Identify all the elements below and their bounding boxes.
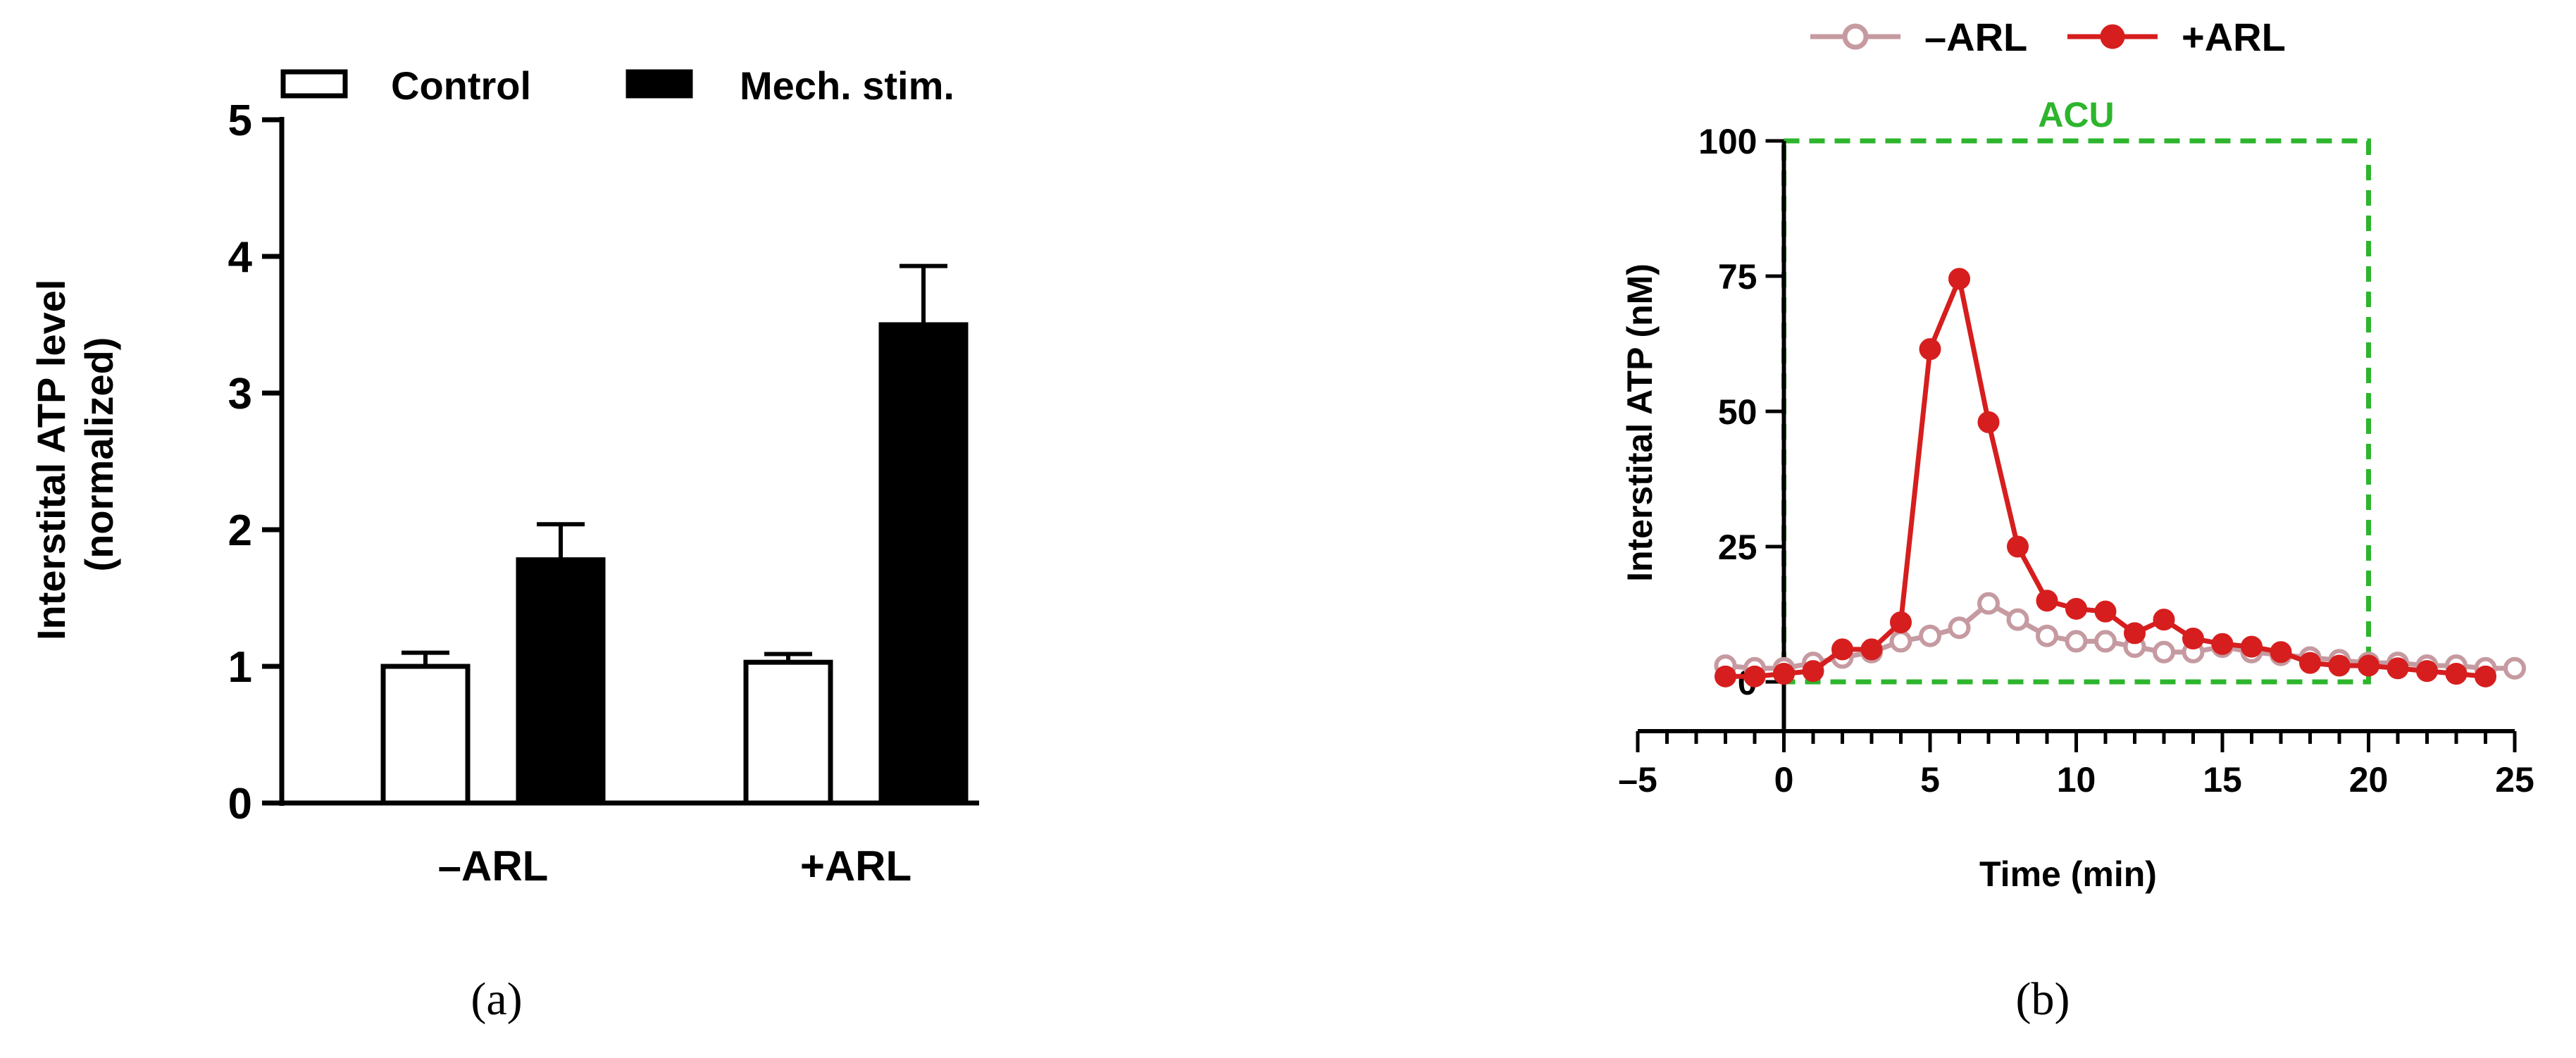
bar-chart-legend: Control Mech. stim. (280, 63, 954, 108)
data-point-plus-arl (2124, 622, 2146, 645)
bar-chart-panel: Control Mech. stim. 0 1 2 3 4 5 –ARL +ARL Inter… (29, 63, 979, 1025)
bar-mech-stim (516, 557, 606, 806)
panel-label-b: (b) (2016, 973, 2070, 1025)
data-point-minus-arl (2094, 630, 2117, 653)
bar-control (380, 664, 471, 806)
data-point-plus-arl (2153, 609, 2175, 631)
data-point-plus-arl (2211, 633, 2234, 655)
line-chart-y-tick-label: 50 (1718, 392, 1757, 432)
data-point-plus-arl (1831, 638, 1853, 661)
line-chart-x-tick-label: 5 (1920, 760, 1940, 799)
data-point-plus-arl (2007, 535, 2029, 558)
data-point-plus-arl (2036, 590, 2058, 612)
bar-chart-y-axis-title: Interstital ATP level (normalized) (29, 268, 121, 640)
line-chart-y-tick-label: 100 (1698, 122, 1757, 161)
data-point-minus-arl (2006, 608, 2029, 631)
data-point-plus-arl (2299, 652, 2321, 674)
legend-swatch-mech-stim (626, 69, 693, 99)
bar-chart-axes: 0 1 2 3 4 5 –ARL +ARL (228, 97, 979, 890)
line-chart-x-tick-label: 20 (2349, 760, 2389, 799)
bar-chart-y-tick-label: 5 (228, 97, 252, 145)
data-point-minus-arl (2503, 656, 2526, 680)
data-point-minus-arl (1919, 624, 1941, 647)
bar-chart-y-axis-title-line-1: Interstital ATP level (29, 280, 73, 640)
panel-label-a: (a) (471, 973, 522, 1025)
line-chart-series (1714, 268, 2526, 687)
legend-marker-minus-arl (1842, 23, 1869, 50)
line-chart-panel: –ARL +ARL ACU –505101520250255075100 Tim… (1618, 15, 2534, 1025)
data-point-minus-arl (2153, 640, 2175, 664)
line-chart-x-tick-label: 25 (2495, 760, 2534, 799)
data-point-plus-arl (2182, 628, 2204, 650)
line-chart-y-axis-title: Interstital ATP (nM) (1620, 263, 1660, 582)
data-point-plus-arl (1948, 268, 1970, 290)
bar-chart-y-tick-label: 4 (228, 233, 253, 282)
data-point-plus-arl (1743, 665, 1766, 687)
legend-swatch-control (280, 69, 348, 99)
bar-chart-y-tick-label: 2 (228, 506, 252, 555)
bar-chart-y-tick-label: 0 (228, 780, 252, 828)
data-point-plus-arl (2065, 597, 2087, 620)
bar-chart-category-label: –ARL (438, 842, 549, 890)
legend-label-minus-arl: –ARL (1924, 15, 2027, 59)
data-point-plus-arl (2328, 654, 2351, 677)
bar-chart-bars (380, 263, 969, 806)
bar-chart-y-tick-label: 3 (228, 370, 252, 418)
data-point-plus-arl (1802, 660, 1824, 683)
data-point-plus-arl (1773, 662, 1795, 685)
data-point-minus-arl (1977, 592, 2000, 615)
line-chart-x-tick-label: 10 (2057, 760, 2096, 799)
line-chart-x-tick-label: 15 (2203, 760, 2242, 799)
acu-window-label: ACU (2038, 95, 2114, 135)
data-point-plus-arl (1715, 665, 1736, 687)
data-point-minus-arl (2036, 624, 2058, 647)
bar-chart-category-label: +ARL (800, 842, 911, 890)
data-point-plus-arl (1977, 411, 2000, 433)
data-point-minus-arl (2065, 630, 2088, 653)
data-point-plus-arl (2416, 660, 2438, 683)
line-chart-legend: –ARL +ARL (1810, 15, 2286, 59)
legend-marker-plus-arl (2100, 24, 2125, 49)
data-point-plus-arl (2358, 654, 2379, 677)
line-chart-axes: –505101520250255075100 (1618, 122, 2534, 799)
data-point-plus-arl (2445, 662, 2468, 685)
data-point-minus-arl (1948, 616, 1971, 640)
bar-chart-y-axis-title-line-2: (normalized) (77, 337, 121, 572)
data-point-plus-arl (2387, 657, 2409, 680)
data-point-plus-arl (1890, 611, 1912, 634)
legend-label-plus-arl: +ARL (2182, 15, 2286, 59)
data-point-plus-arl (1919, 338, 1941, 361)
legend-label-mech-stim: Mech. stim. (740, 63, 954, 108)
data-point-plus-arl (2241, 635, 2263, 658)
legend-label-control: Control (391, 63, 531, 108)
line-chart-x-tick-label: –5 (1618, 760, 1657, 799)
data-point-plus-arl (2270, 641, 2292, 664)
data-point-plus-arl (2094, 600, 2117, 623)
data-point-plus-arl (2475, 665, 2496, 687)
bar-control (743, 659, 833, 806)
line-chart-y-tick-label: 25 (1718, 528, 1757, 567)
bar-mech-stim (878, 322, 969, 806)
line-chart-y-tick-label: 75 (1718, 257, 1757, 297)
data-point-plus-arl (1860, 638, 1883, 661)
line-chart-x-tick-label: 0 (1774, 760, 1794, 799)
series-line-minus-arl (1725, 601, 2515, 671)
line-chart-x-axis-title: Time (min) (1979, 854, 2157, 894)
bar-chart-y-tick-label: 1 (228, 643, 252, 692)
data-point-minus-arl (1889, 630, 1912, 653)
